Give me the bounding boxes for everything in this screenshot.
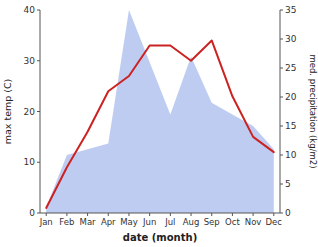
x-tick	[253, 213, 254, 216]
y-tick-label: 0	[29, 208, 35, 218]
y-axis-label: max temp (C)	[2, 79, 13, 145]
y2-tick	[280, 213, 283, 214]
y2-tick	[280, 39, 283, 40]
x-tick-label: Jun	[142, 217, 156, 227]
y-tick	[37, 111, 40, 112]
precip-area	[46, 10, 274, 213]
chart-container: JanFebMarAprMayJunJulAugSepOctNovDec0102…	[0, 0, 318, 247]
x-tick	[46, 213, 47, 216]
y2-tick	[280, 10, 283, 11]
x-tick	[149, 213, 150, 216]
y2-tick-label: 5	[285, 179, 291, 189]
y-tick	[37, 162, 40, 163]
y-tick-label: 40	[24, 5, 36, 15]
y2-axis-label: med. precipitation (kg/m2)	[308, 54, 318, 168]
y2-tick	[280, 68, 283, 69]
x-tick	[87, 213, 88, 216]
x-tick-label: Apr	[101, 217, 116, 227]
y2-tick-label: 30	[285, 34, 297, 44]
chart: JanFebMarAprMayJunJulAugSepOctNovDec0102…	[0, 0, 318, 247]
x-tick	[211, 213, 212, 216]
y2-tick	[280, 97, 283, 98]
x-tick-label: Jul	[164, 217, 175, 227]
y2-tick-label: 35	[285, 5, 296, 15]
x-tick	[273, 213, 274, 216]
x-tick	[170, 213, 171, 216]
x-tick-label: Sep	[204, 217, 220, 227]
x-tick-label: Oct	[225, 217, 240, 227]
y2-tick	[280, 184, 283, 185]
y-tick-label: 10	[24, 157, 36, 167]
x-tick-label: Dec	[266, 217, 283, 227]
x-tick	[66, 213, 67, 216]
plot-area	[46, 10, 274, 213]
x-tick	[128, 213, 129, 216]
y2-tick-label: 10	[285, 150, 297, 160]
y2-axis-line	[280, 10, 281, 213]
y-tick	[37, 10, 40, 11]
x-tick	[108, 213, 109, 216]
temp-line	[46, 40, 274, 207]
x-tick-label: Aug	[183, 217, 200, 227]
x-tick	[191, 213, 192, 216]
x-tick-label: Feb	[59, 217, 74, 227]
x-tick	[232, 213, 233, 216]
y-tick	[37, 213, 40, 214]
y2-tick-label: 25	[285, 63, 296, 73]
y-tick	[37, 60, 40, 61]
y-tick-label: 20	[24, 107, 36, 117]
y2-tick-label: 15	[285, 121, 296, 131]
y2-tick	[280, 126, 283, 127]
x-axis-line	[40, 213, 280, 214]
x-axis-label: date (month)	[123, 232, 197, 243]
y-tick-label: 30	[24, 56, 36, 66]
x-tick-label: Jan	[39, 217, 53, 227]
y2-tick-label: 20	[285, 92, 297, 102]
y2-tick	[280, 155, 283, 156]
x-tick-label: May	[120, 217, 138, 227]
x-tick-label: Nov	[245, 217, 262, 227]
y2-tick-label: 0	[285, 208, 291, 218]
x-tick-label: Mar	[80, 217, 97, 227]
